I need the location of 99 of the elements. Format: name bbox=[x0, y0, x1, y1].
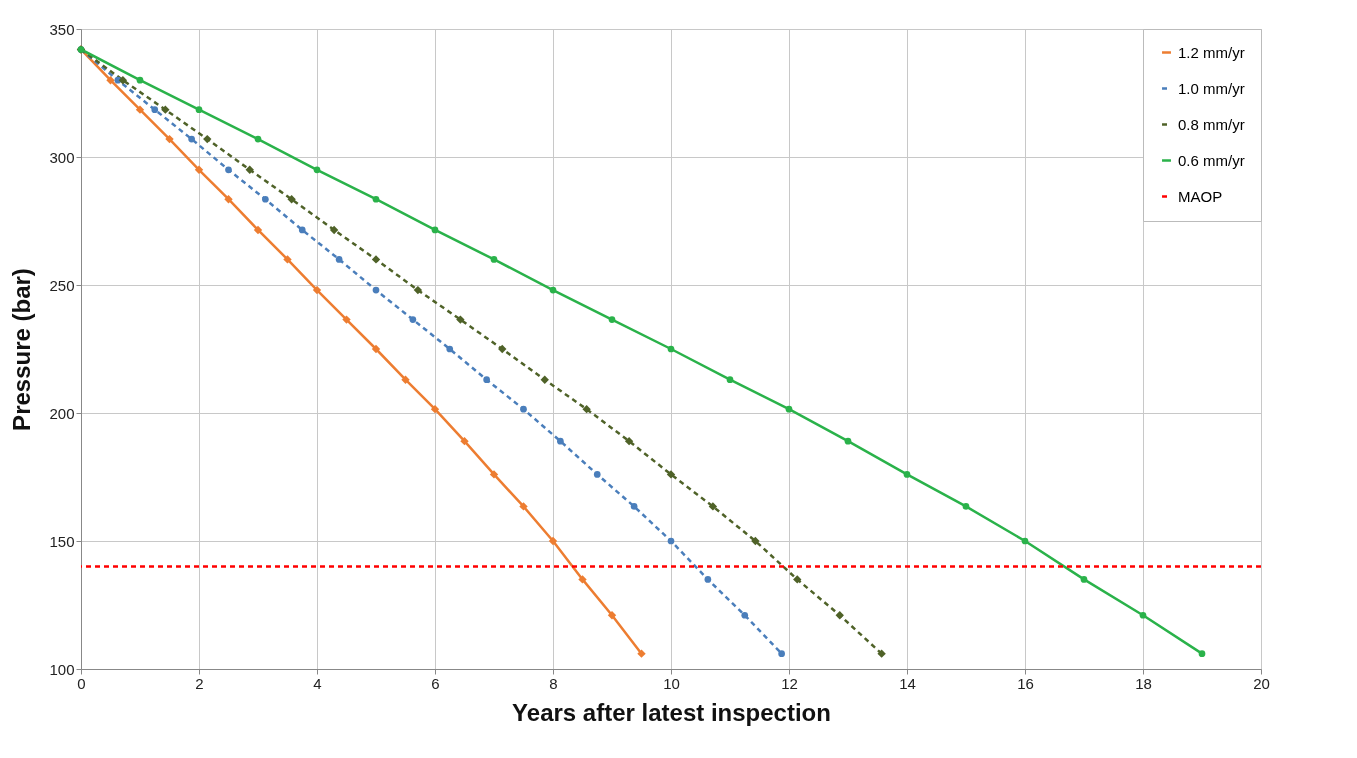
x-tick-label: 10 bbox=[663, 674, 680, 692]
point bbox=[298, 226, 306, 234]
point bbox=[335, 256, 343, 263]
point bbox=[161, 105, 170, 114]
x-tick-label: 18 bbox=[1135, 674, 1152, 692]
x-tick-label: 14 bbox=[899, 674, 916, 692]
y-tick-label: 200 bbox=[49, 404, 75, 422]
point bbox=[903, 471, 911, 478]
point bbox=[188, 135, 195, 143]
point bbox=[520, 405, 527, 413]
point bbox=[726, 376, 734, 384]
x-tick-label: 20 bbox=[1253, 674, 1270, 692]
point bbox=[1139, 611, 1147, 619]
point bbox=[401, 375, 410, 384]
point bbox=[371, 344, 381, 354]
point bbox=[151, 106, 159, 113]
point bbox=[498, 344, 507, 354]
point bbox=[708, 502, 718, 511]
legend-label: 1.2 mm/yr bbox=[1178, 43, 1245, 61]
point bbox=[194, 165, 204, 174]
point bbox=[741, 611, 749, 619]
y-axis-title: Pressure (bar) bbox=[8, 268, 36, 431]
point bbox=[372, 286, 380, 294]
point bbox=[778, 650, 785, 657]
point bbox=[136, 76, 144, 84]
point bbox=[593, 471, 601, 478]
point bbox=[793, 575, 802, 584]
point bbox=[245, 165, 254, 174]
point bbox=[135, 105, 145, 114]
point bbox=[106, 76, 115, 85]
point bbox=[548, 536, 558, 546]
point bbox=[877, 649, 886, 658]
point bbox=[751, 536, 760, 546]
point bbox=[312, 285, 322, 295]
legend-label: 0.8 mm/yr bbox=[1178, 115, 1245, 133]
y-tick-label: 250 bbox=[49, 276, 75, 294]
point bbox=[262, 195, 269, 203]
point bbox=[287, 195, 296, 204]
point bbox=[483, 376, 490, 384]
point bbox=[637, 649, 646, 658]
point bbox=[578, 575, 587, 584]
y-tick-label: 300 bbox=[49, 148, 75, 166]
point bbox=[549, 286, 557, 294]
point bbox=[667, 345, 675, 353]
point bbox=[446, 345, 454, 353]
point bbox=[962, 503, 970, 510]
point bbox=[607, 611, 617, 620]
point bbox=[313, 166, 321, 174]
point bbox=[456, 315, 465, 324]
point bbox=[329, 225, 339, 235]
point bbox=[253, 225, 263, 235]
point bbox=[557, 437, 564, 445]
point bbox=[431, 226, 439, 234]
x-tick-label: 8 bbox=[549, 674, 558, 692]
point bbox=[165, 134, 174, 144]
x-tick-label: 6 bbox=[431, 674, 440, 692]
x-tick-label: 0 bbox=[77, 674, 86, 692]
legend-label: 1.0 mm/yr bbox=[1178, 79, 1245, 97]
point bbox=[1021, 537, 1029, 545]
point bbox=[490, 256, 498, 263]
x-axis-title: Years after latest inspection bbox=[512, 698, 831, 726]
legend-label: MAOP bbox=[1178, 187, 1223, 205]
point bbox=[413, 285, 423, 295]
point bbox=[704, 576, 712, 583]
point bbox=[608, 316, 616, 323]
y-tick-label: 350 bbox=[49, 20, 75, 38]
point bbox=[195, 106, 203, 113]
point bbox=[409, 316, 417, 323]
y-tick-label: 150 bbox=[49, 532, 75, 550]
point bbox=[844, 437, 852, 445]
point bbox=[667, 537, 675, 545]
point bbox=[835, 611, 844, 620]
point bbox=[1080, 576, 1088, 583]
point bbox=[371, 255, 381, 264]
point bbox=[283, 255, 292, 264]
x-tick-label: 16 bbox=[1017, 674, 1034, 692]
point bbox=[582, 404, 591, 414]
point bbox=[785, 405, 793, 413]
point bbox=[519, 502, 528, 511]
point bbox=[1198, 650, 1206, 657]
point bbox=[118, 76, 128, 85]
y-tick-label: 100 bbox=[49, 660, 75, 678]
point bbox=[224, 195, 233, 204]
point bbox=[540, 375, 549, 384]
point bbox=[489, 470, 499, 479]
x-tick-label: 12 bbox=[781, 674, 798, 692]
legend-label: 0.6 mm/yr bbox=[1178, 151, 1245, 169]
point bbox=[225, 166, 232, 174]
point bbox=[460, 436, 469, 446]
point bbox=[372, 195, 380, 203]
point bbox=[624, 436, 634, 446]
point bbox=[430, 404, 440, 414]
point bbox=[203, 134, 212, 144]
x-tick-label: 4 bbox=[313, 674, 322, 692]
point bbox=[342, 315, 351, 324]
point bbox=[630, 503, 638, 510]
x-tick-label: 2 bbox=[195, 674, 204, 692]
point bbox=[254, 135, 262, 143]
point bbox=[666, 470, 676, 479]
